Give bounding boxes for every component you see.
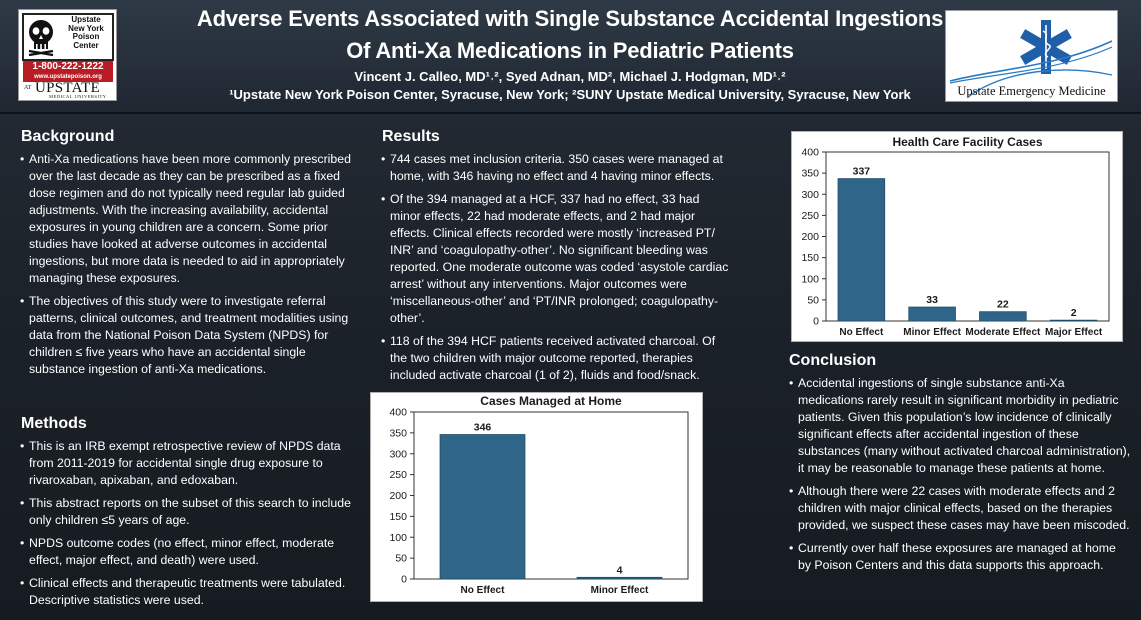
x-category-label: Minor Effect <box>591 585 649 596</box>
results-bullets: 744 cases met inclusion criteria. 350 ca… <box>381 151 731 390</box>
upstate-wordmark: UPSTATE <box>35 80 101 96</box>
conclusion-bullet: Although there were 22 cases with modera… <box>789 483 1131 534</box>
chart-cases-managed-at-home: Cases Managed at Home 0 50 100 150 200 250 300 3… <box>370 392 703 602</box>
y-tick-label: 300 <box>801 189 819 201</box>
chart-svg: Health Care Facility Cases 0 50 100 150 200 25… <box>801 135 1110 338</box>
poison-center-name-line: Poison <box>72 32 100 41</box>
header-banner: Upstate New York Poison Center 1-800-222… <box>0 0 1141 114</box>
author-list: Vincent J. Calleo, MD¹˒², Syed Adnan, MD… <box>354 69 786 84</box>
y-tick-label: 100 <box>389 532 407 544</box>
poison-center-name-line: Upstate <box>71 15 101 24</box>
methods-bullet: NPDS outcome codes (no effect, minor eff… <box>20 535 355 569</box>
bar <box>1049 319 1098 322</box>
chart-title: Cases Managed at Home <box>480 394 622 408</box>
background-bullets: Anti-Xa medications have been more commo… <box>20 151 355 384</box>
background-bullet: Anti-Xa medications have been more commo… <box>20 151 355 287</box>
bar <box>439 434 526 580</box>
bar-value-label: 33 <box>926 294 938 306</box>
bar <box>576 576 663 580</box>
emergency-medicine-logo: Upstate Emergency Medicine <box>945 10 1118 102</box>
x-category-label: No Effect <box>839 327 884 338</box>
poison-center-name-line: New York <box>68 23 104 33</box>
methods-bullet: This abstract reports on the subset of t… <box>20 495 355 529</box>
emergency-medicine-text: Upstate Emergency Medicine <box>957 84 1106 98</box>
x-category-label: Moderate Effect <box>965 327 1041 338</box>
star-of-life-icon <box>949 20 1113 98</box>
x-category-label: Minor Effect <box>903 327 961 338</box>
y-tick-label: 300 <box>389 448 407 460</box>
y-tick-label: 350 <box>389 427 407 439</box>
bar <box>837 178 886 322</box>
poison-center-phone: 1-800-222-1222 <box>23 61 113 73</box>
x-category-label: Major Effect <box>1045 327 1103 338</box>
y-tick-label: 250 <box>801 210 819 222</box>
poison-center-name: Upstate New York Poison Center <box>60 15 112 50</box>
y-tick-label: 200 <box>389 490 407 502</box>
y-tick-label: 0 <box>401 574 407 586</box>
chart-svg: Cases Managed at Home 0 50 100 150 200 250 300 3… <box>389 394 689 596</box>
y-tick-label: 150 <box>801 252 819 264</box>
results-heading: Results <box>382 128 440 145</box>
affiliations: ¹Upstate New York Poison Center, Syracus… <box>229 87 911 102</box>
y-tick-label: 100 <box>801 273 819 285</box>
medical-university-text: MEDICAL UNIVERSITY <box>49 94 107 99</box>
y-tick-label: 250 <box>389 469 407 481</box>
poison-center-badge: Upstate New York Poison Center <box>22 13 114 61</box>
chart-health-care-facility-cases: Health Care Facility Cases 0 50 100 150 200 25… <box>791 131 1123 342</box>
y-tick-label: 50 <box>395 553 407 565</box>
poison-center-name-line: Center <box>73 40 99 50</box>
bar-value-label: 22 <box>997 299 1009 311</box>
methods-bullets: This is an IRB exempt retrospective revi… <box>20 438 355 615</box>
background-bullet: The objectives of this study were to inv… <box>20 293 355 378</box>
poster-title-line-2: Of Anti-Xa Medications in Pediatric Pati… <box>346 38 794 63</box>
bar-value-label: 2 <box>1071 307 1077 319</box>
poison-center-logo: Upstate New York Poison Center 1-800-222… <box>18 9 117 101</box>
y-tick-label: 400 <box>389 407 407 419</box>
logo-at-text: AT <box>24 85 32 91</box>
poison-center-url: www.upstatepoison.org <box>23 73 113 82</box>
bar <box>908 306 956 322</box>
y-tick-label: 0 <box>813 316 819 328</box>
y-tick-label: 350 <box>801 168 819 180</box>
results-bullet: 118 of the 394 HCF patients received act… <box>381 333 731 384</box>
results-bullet: 744 cases met inclusion criteria. 350 ca… <box>381 151 731 185</box>
methods-heading: Methods <box>21 415 87 432</box>
results-bullet: Of the 394 managed at a HCF, 337 had no … <box>381 191 731 327</box>
skull-icon <box>28 20 54 56</box>
conclusion-bullet: Accidental ingestions of single substanc… <box>789 375 1131 477</box>
y-tick-label: 400 <box>801 147 819 159</box>
bar-value-label: 346 <box>474 422 492 434</box>
bar-value-label: 337 <box>853 166 871 178</box>
conclusion-bullets: Accidental ingestions of single substanc… <box>789 375 1131 580</box>
poster-title-line-1: Adverse Events Associated with Single Su… <box>196 6 944 31</box>
methods-bullet: Clinical effects and therapeutic treatme… <box>20 575 355 609</box>
y-tick-label: 200 <box>801 231 819 243</box>
chart-title: Health Care Facility Cases <box>892 135 1042 149</box>
methods-bullet: This is an IRB exempt retrospective revi… <box>20 438 355 489</box>
background-heading: Background <box>21 128 115 145</box>
bar <box>979 311 1027 322</box>
conclusion-heading: Conclusion <box>789 352 877 369</box>
conclusion-bullet: Currently over half these exposures are … <box>789 540 1131 574</box>
x-category-label: No Effect <box>461 585 506 596</box>
bar-value-label: 4 <box>617 564 623 576</box>
y-tick-label: 50 <box>807 294 819 306</box>
y-tick-label: 150 <box>389 511 407 523</box>
